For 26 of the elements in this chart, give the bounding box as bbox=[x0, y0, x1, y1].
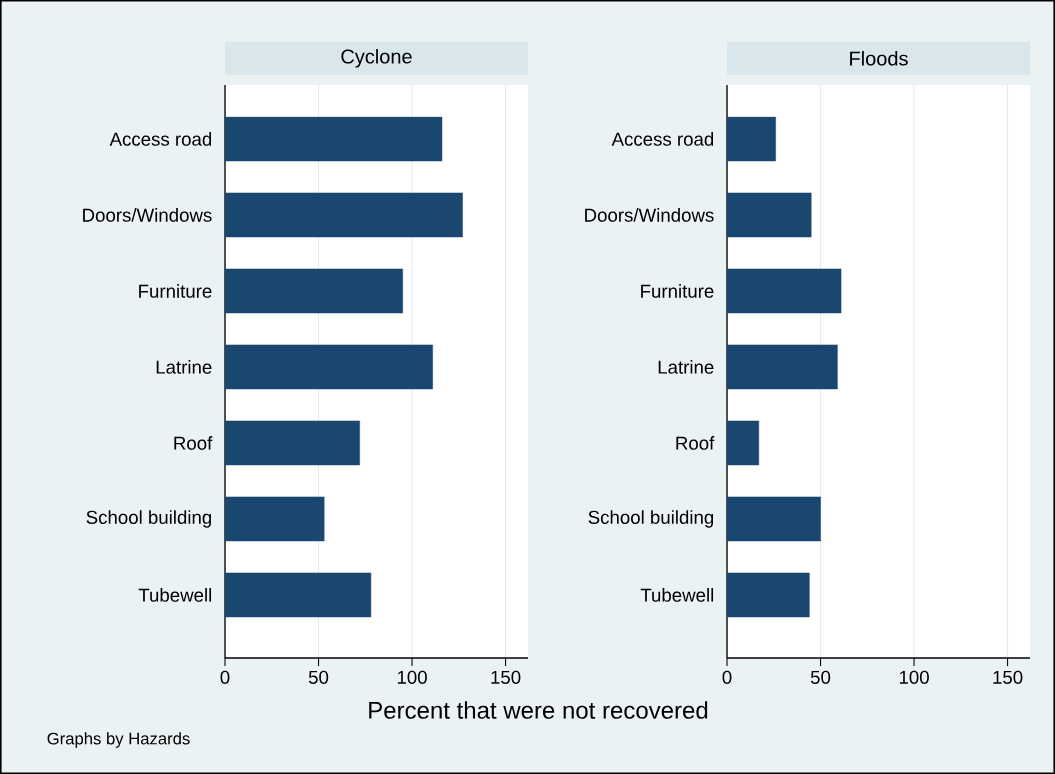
chart-title: Cyclone bbox=[341, 48, 412, 68]
x-tick-label: 50 bbox=[810, 670, 831, 684]
x-tick-label: 100 bbox=[397, 670, 427, 684]
y-tick-label: Latrine bbox=[658, 360, 714, 374]
y-tick-label: School building bbox=[86, 510, 212, 528]
x-tick-label: 150 bbox=[993, 670, 1023, 684]
text: Graphs by Hazards bbox=[47, 732, 190, 748]
y-tick-label: Access road bbox=[611, 132, 714, 146]
x-axis-title: Percent that were not recovered bbox=[369, 701, 708, 719]
x-tick-label: 50 bbox=[308, 670, 329, 684]
chart-title: Floods bbox=[850, 50, 908, 66]
y-tick-label: Roof bbox=[174, 436, 213, 450]
y-tick-label: Latrine bbox=[156, 360, 212, 374]
y-tick-label: Furniture bbox=[139, 284, 212, 298]
y-tick-label: Furniture bbox=[641, 284, 714, 298]
y-tick-label: Tubewell bbox=[138, 588, 212, 602]
y-tick-label: Doors/Windows bbox=[83, 208, 212, 222]
y-tick-label: Doors/Windows bbox=[585, 208, 714, 222]
y-tick-label: Access road bbox=[109, 132, 212, 146]
x-tick-label: 0 bbox=[220, 670, 230, 684]
y-tick-label: Tubewell bbox=[640, 588, 714, 602]
x-tick-label: 100 bbox=[899, 670, 929, 684]
x-tick-label: 150 bbox=[491, 670, 521, 684]
y-tick-label: Roof bbox=[676, 436, 715, 450]
y-tick-label: School building bbox=[588, 510, 714, 528]
x-tick-label: 0 bbox=[722, 670, 732, 684]
